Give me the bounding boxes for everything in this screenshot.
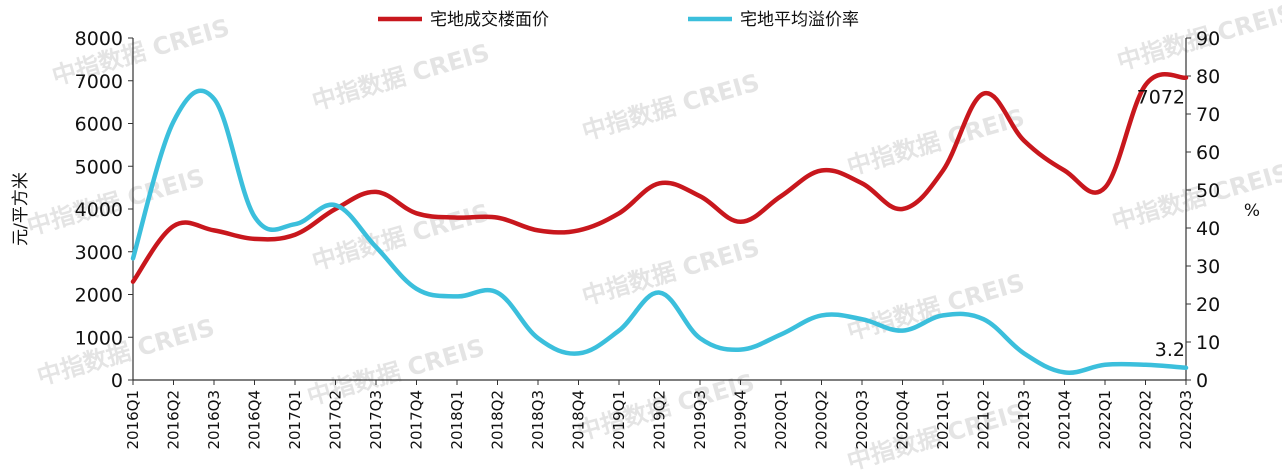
y-right-tick-label: 30 xyxy=(1196,256,1220,278)
x-tick-label: 2019Q4 xyxy=(732,390,750,450)
y-left-tick-label: 5000 xyxy=(75,156,123,178)
watermark-text: 中指数据 CREIS xyxy=(34,313,218,390)
data-label: 3.2 xyxy=(1155,339,1185,361)
series-line-land-price xyxy=(130,72,1189,284)
y-right-tick-label: 20 xyxy=(1196,294,1220,316)
legend-label: 宅地平均溢价率 xyxy=(740,10,859,30)
y-right-tick-label: 40 xyxy=(1196,218,1220,240)
x-tick-label: 2017Q4 xyxy=(408,390,426,450)
x-tick-label: 2020Q4 xyxy=(894,390,912,450)
data-labels: 7072 3.2 xyxy=(1137,87,1185,361)
x-tick-label: 2022Q1 xyxy=(1096,390,1114,450)
x-tick-label: 2019Q3 xyxy=(691,390,709,450)
x-tick-label: 2020Q3 xyxy=(853,390,871,450)
x-tick-label: 2021Q1 xyxy=(934,390,952,450)
watermark-text: 中指数据 CREIS xyxy=(579,68,763,145)
x-tick-label: 2018Q1 xyxy=(448,390,466,450)
x-tick-label: 2021Q3 xyxy=(1015,390,1033,450)
x-tick-label: 2016Q3 xyxy=(205,390,223,450)
y-left-tick-label: 4000 xyxy=(75,199,123,221)
y-left-tick-label: 2000 xyxy=(75,285,123,307)
y-left-tick-label: 7000 xyxy=(75,71,123,93)
y-right-tick-label: 80 xyxy=(1196,66,1220,88)
legend: 宅地成交楼面价 宅地平均溢价率 xyxy=(378,10,859,30)
x-tick-label: 2016Q2 xyxy=(165,390,183,450)
y-left-tick-label: 3000 xyxy=(75,242,123,264)
axes: 0 1000 2000 3000 4000 5000 6000 7000 8000 0 10 20 30… xyxy=(11,28,1260,450)
y-right-tick-label: 50 xyxy=(1196,180,1220,202)
series-line-premium-rate xyxy=(130,88,1189,375)
y-right-tick-label: 70 xyxy=(1196,104,1220,126)
y-left-axis-title: 元/平方米 xyxy=(11,172,31,246)
x-tick-label: 2022Q2 xyxy=(1137,390,1155,450)
data-label: 7072 xyxy=(1137,87,1185,109)
x-tick-label: 2017Q1 xyxy=(286,390,304,450)
y-right-axis-title: % xyxy=(1244,201,1260,221)
y-left-tick-label: 1000 xyxy=(75,327,123,349)
x-tick-label: 2020Q2 xyxy=(813,390,831,450)
y-right-tick-label: 0 xyxy=(1196,370,1208,392)
x-tick-label: 2016Q1 xyxy=(124,390,142,450)
x-tick-label: 2017Q3 xyxy=(367,390,385,450)
x-tick-label: 2018Q3 xyxy=(529,390,547,450)
x-tick-label: 2018Q4 xyxy=(570,390,588,450)
x-tick-label: 2017Q2 xyxy=(327,390,345,450)
legend-label: 宅地成交楼面价 xyxy=(430,10,549,30)
x-tick-label: 2018Q2 xyxy=(489,390,507,450)
watermark-text: 中指数据 CREIS xyxy=(844,103,1028,180)
x-tick-label: 2022Q3 xyxy=(1177,390,1195,450)
x-tick-label: 2020Q1 xyxy=(772,390,790,450)
series-layer xyxy=(130,72,1189,375)
x-tick-label: 2016Q4 xyxy=(246,390,264,450)
y-right-tick-label: 90 xyxy=(1196,28,1220,50)
y-left-tick-label: 8000 xyxy=(75,28,123,50)
x-tick-label: 2021Q4 xyxy=(1056,390,1074,450)
watermark-text: 中指数据 CREIS xyxy=(309,38,493,115)
y-left-tick-label: 0 xyxy=(111,370,123,392)
x-tick-label: 2019Q1 xyxy=(610,390,628,450)
y-right-tick-label: 60 xyxy=(1196,142,1220,164)
y-right-tick-label: 10 xyxy=(1196,332,1220,354)
x-tick-label: 2021Q2 xyxy=(975,390,993,450)
x-tick-label: 2019Q2 xyxy=(651,390,669,450)
y-left-tick-label: 6000 xyxy=(75,114,123,136)
